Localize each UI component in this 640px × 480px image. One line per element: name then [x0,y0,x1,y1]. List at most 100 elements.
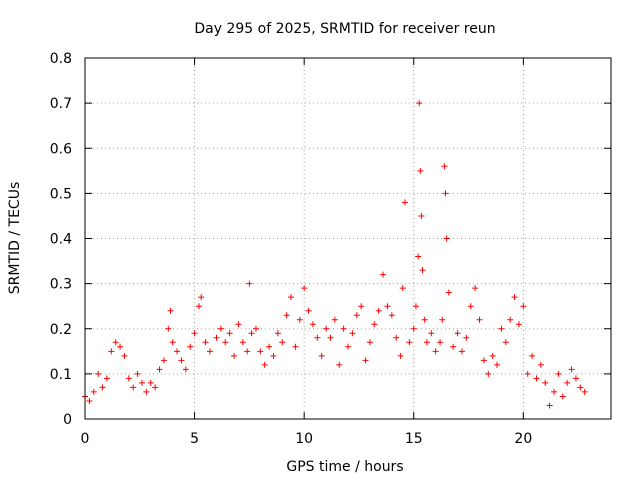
data-point [134,370,141,377]
data-point [537,361,544,368]
data-point [551,388,558,395]
data-point [217,325,224,332]
data-point [581,388,588,395]
data-points [82,100,588,409]
data-point [231,352,238,359]
data-point [288,294,295,301]
data-point [331,316,338,323]
data-point [397,352,404,359]
data-point [511,294,518,301]
data-point [393,334,400,341]
data-point [90,388,97,395]
data-point [375,307,382,314]
data-point [419,267,426,274]
grid-lines [85,58,611,419]
data-point [301,285,308,292]
x-axis-label: GPS time / hours [286,459,403,475]
data-point [559,393,566,400]
data-point [498,325,505,332]
data-point [112,339,119,346]
data-point [314,334,321,341]
data-point [443,235,450,242]
data-point [222,339,229,346]
data-point [502,339,509,346]
data-point [147,379,154,386]
data-point [103,375,110,382]
data-point [248,330,255,337]
y-tick-label: 0.3 [50,277,72,293]
data-point [524,370,531,377]
data-point [507,316,514,323]
data-point [555,370,562,377]
data-point [577,384,584,391]
data-point [428,330,435,337]
data-point [345,343,351,350]
data-point [125,375,132,382]
data-point [257,348,264,355]
data-point [529,352,536,359]
y-tick-label: 0.1 [50,367,72,383]
data-point [362,357,369,364]
data-point [296,316,303,323]
data-point [187,343,194,350]
data-point [353,312,360,319]
data-point [261,361,268,368]
data-point [206,348,213,355]
data-point [454,330,461,337]
data-point [399,285,406,292]
data-point [366,339,373,346]
data-point [195,303,202,310]
data-point [246,280,253,287]
data-point [283,312,290,319]
x-tick-label: 20 [514,431,532,447]
data-point [463,334,470,341]
data-point [309,321,316,328]
data-point [439,316,446,323]
data-point [515,321,522,328]
data-point [432,348,439,355]
data-point [572,375,579,382]
data-point [160,357,167,364]
data-point [380,271,387,278]
data-point [494,361,501,368]
axes: 0 0.1 0.2 0.3 0.4 0.5 0.6 0.7 0.8 0 5 10 15 20 [50,51,611,447]
data-point [412,303,419,310]
x-tick-label: 0 [81,431,90,447]
data-point [445,289,452,296]
data-point [279,339,286,346]
data-point [388,312,395,319]
data-point [480,357,487,364]
data-point [441,163,448,170]
data-point [533,375,540,382]
data-point [406,339,413,346]
y-tick-label: 0.2 [50,322,72,338]
chart-title: Day 295 of 2025, SRMTID for receiver reu… [194,21,495,37]
data-point [252,325,259,332]
data-point [437,339,444,346]
data-point [327,334,334,341]
data-point [191,330,198,337]
data-point [178,357,185,364]
data-point [520,303,527,310]
data-point [421,316,428,323]
data-point [458,348,465,355]
data-point [130,384,137,391]
data-point [450,343,457,350]
data-point [274,330,281,337]
y-tick-label: 0.4 [50,232,72,248]
data-point [401,199,408,206]
y-tick-label: 0.7 [50,96,72,112]
data-point [121,352,128,359]
data-point [239,339,246,346]
data-point [564,379,571,386]
data-point [213,334,220,341]
data-point [489,352,496,359]
data-point [472,285,479,292]
data-point [568,366,575,373]
data-point [95,370,102,377]
data-point [198,294,205,301]
data-point [305,307,312,314]
data-point [358,303,365,310]
x-tick-label: 5 [190,431,199,447]
